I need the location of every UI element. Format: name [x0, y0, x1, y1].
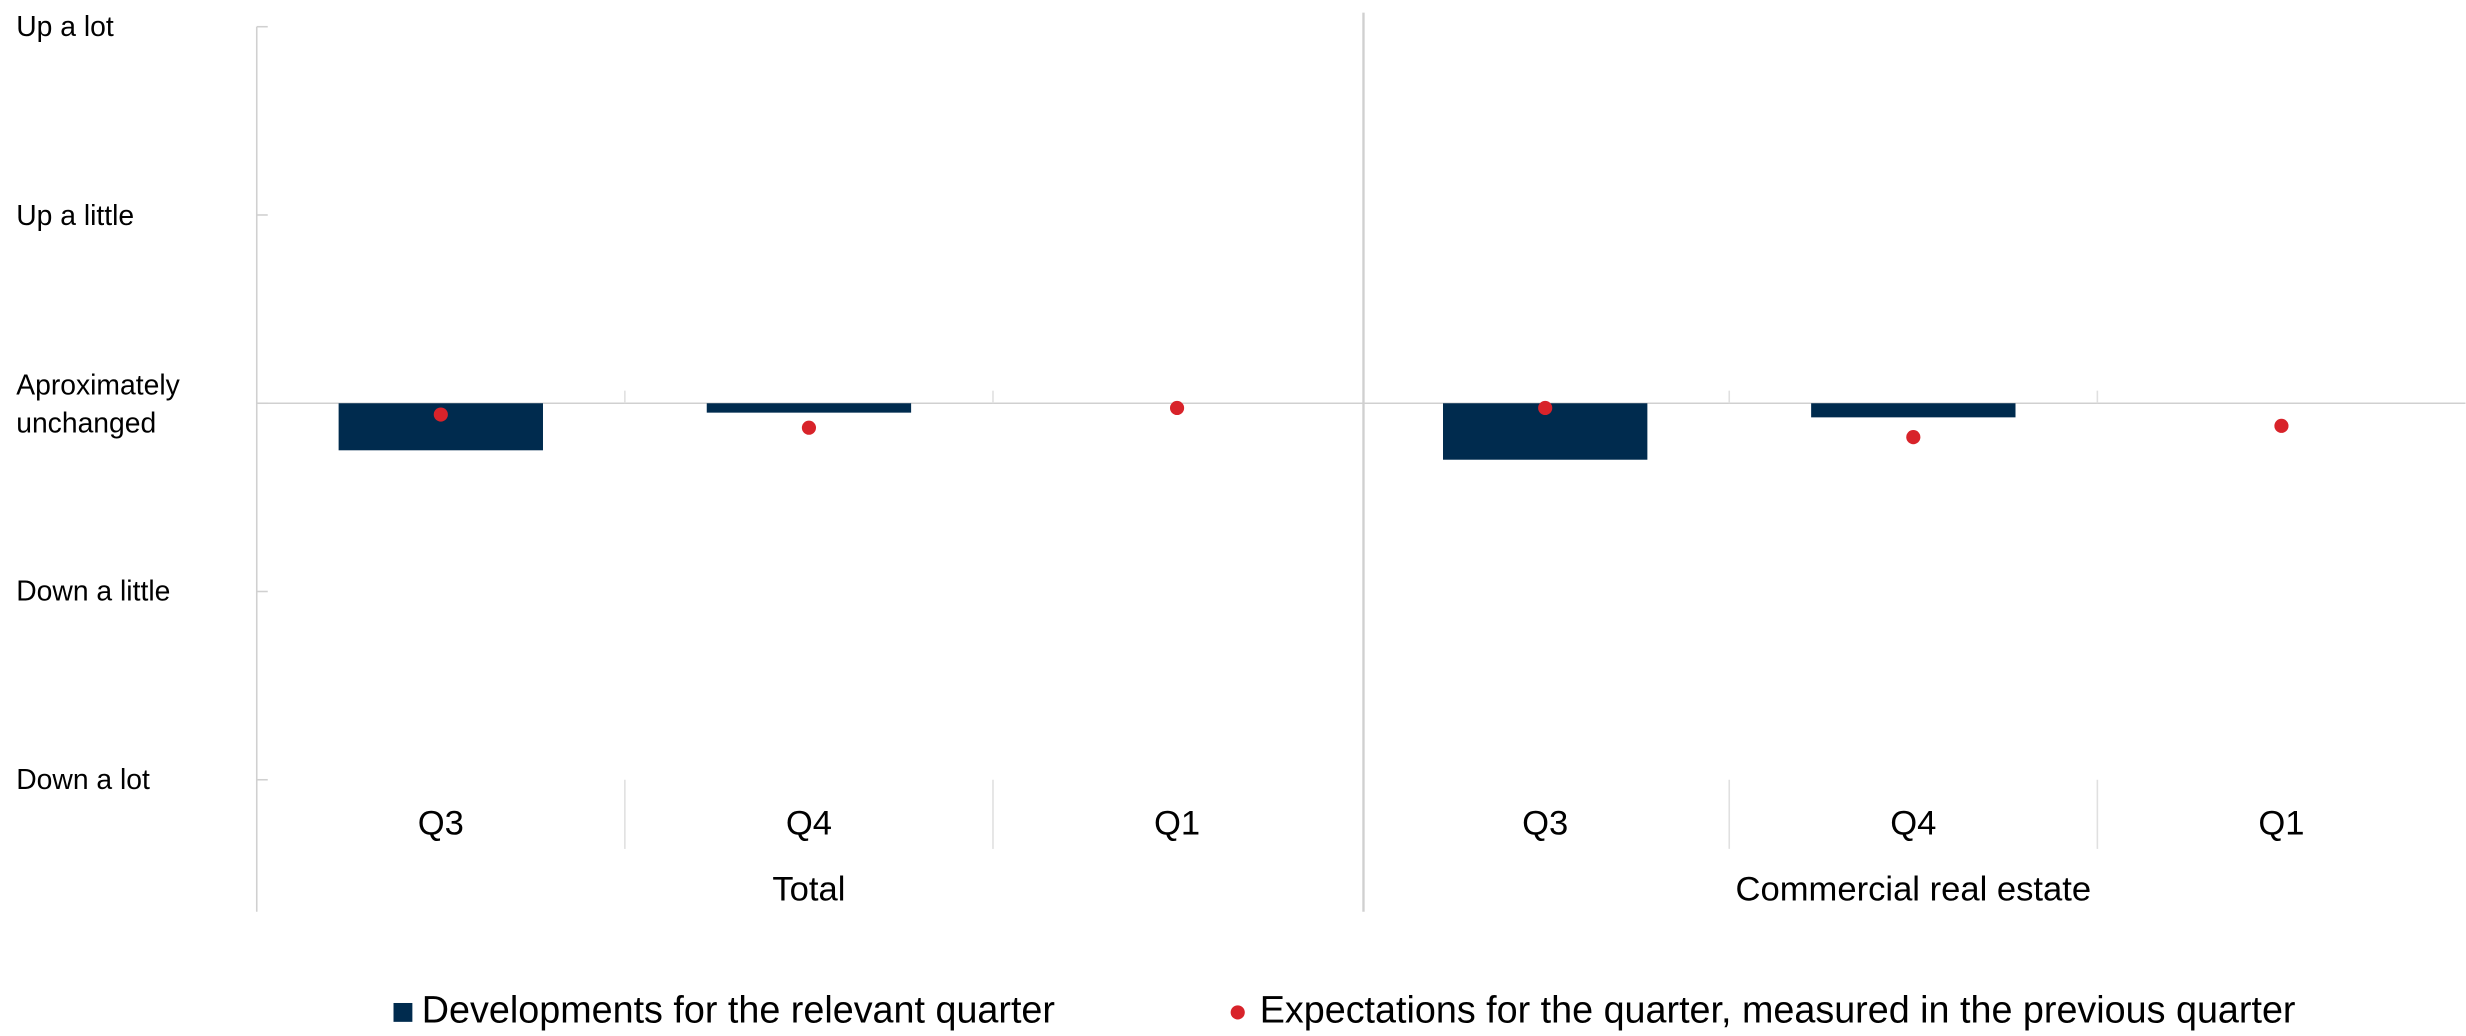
- y-tick-label: Down a little: [16, 575, 171, 608]
- dot: [1169, 400, 1185, 416]
- y-tick-label-box: Down a little: [16, 575, 171, 608]
- legend-swatch: [1230, 1005, 1245, 1020]
- legend-label: Expectations for the quarter, measured i…: [1260, 988, 2296, 1030]
- dot: [2274, 418, 2289, 433]
- bar: [1811, 403, 2016, 418]
- x-tick-label: Q4: [1890, 804, 1936, 842]
- dot: [433, 407, 448, 422]
- y-tick-label: Down a lot: [16, 764, 150, 796]
- x-tick-label: Q3: [418, 804, 464, 842]
- dot: [1538, 400, 1553, 416]
- dot: [801, 420, 817, 435]
- y-tick-label-box: Up a little: [16, 199, 135, 231]
- x-tick-label: Q1: [2258, 804, 2304, 842]
- dot: [1906, 430, 1921, 445]
- group-label: Commercial real estate: [1736, 871, 2092, 909]
- y-tick-label-box: Up a lot: [16, 11, 114, 43]
- y-tick-label: Up a lot: [16, 11, 114, 43]
- y-tick-label: Aproximately unchanged: [16, 368, 180, 438]
- group-label: Total: [772, 871, 845, 909]
- legend-swatch: [393, 1002, 413, 1022]
- x-tick-label: Q3: [1522, 804, 1568, 842]
- y-tick-label-box: Aproximately unchanged: [16, 368, 180, 438]
- x-tick-label: Q4: [786, 804, 832, 842]
- legend-label: Developments for the relevant quarter: [422, 988, 1055, 1030]
- bar: [706, 403, 912, 413]
- y-tick-label: Up a little: [16, 199, 135, 231]
- y-tick-label-box: Down a lot: [16, 764, 150, 796]
- x-tick-label: Q1: [1154, 804, 1200, 842]
